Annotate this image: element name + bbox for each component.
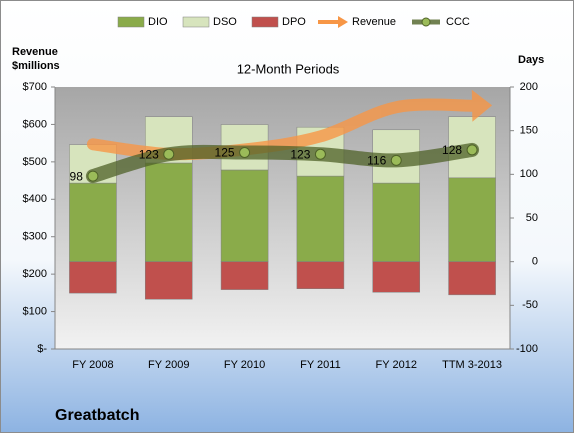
y2-tick-label: -100	[516, 343, 538, 355]
bar	[448, 261, 496, 296]
marker	[390, 154, 402, 166]
legend-swatch	[338, 16, 348, 28]
y2-tick-label: 200	[520, 81, 538, 93]
y-axis-title: Revenue	[12, 46, 58, 58]
legend-label: DSO	[213, 16, 237, 28]
legend-label: DPO	[282, 16, 306, 28]
x-tick-label: FY 2011	[300, 359, 341, 371]
line	[85, 142, 480, 184]
x-tick-label: TTM 3-2013	[442, 359, 502, 371]
marker	[239, 147, 251, 158]
legend-label: Revenue	[352, 16, 396, 28]
bar	[144, 261, 193, 300]
legend-swatch	[117, 16, 145, 28]
data-label: 123	[139, 147, 159, 161]
arrow-head	[471, 89, 493, 122]
y-tick-label: $400	[23, 193, 47, 205]
legend-label: CCC	[446, 16, 470, 28]
y2-tick-label: 0	[532, 256, 538, 268]
legend-swatch	[182, 16, 210, 28]
y-tick-label: $500	[23, 156, 47, 168]
bar	[69, 261, 117, 294]
y-tick-label: $100	[23, 305, 47, 317]
bar	[372, 182, 421, 262]
marker	[87, 170, 99, 182]
legend-swatch	[251, 16, 279, 28]
x-tick-label: FY 2009	[148, 359, 189, 371]
bar	[144, 162, 193, 262]
marker	[163, 148, 175, 160]
legend-label: DIO	[148, 16, 168, 28]
bar	[69, 182, 117, 262]
y-tick-label: $-	[37, 343, 47, 355]
bar	[448, 177, 496, 262]
plot-area	[55, 87, 510, 349]
y-tick-label: $600	[23, 118, 47, 130]
chart-title: Greatbatch	[55, 407, 139, 424]
x-tick-label: FY 2010	[224, 359, 265, 371]
x-tick-label: FY 2008	[72, 359, 113, 371]
y2-axis-title: Days	[518, 54, 544, 66]
y-tick-label: $300	[23, 231, 47, 243]
y-axis-title: $millions	[12, 60, 60, 72]
bar	[220, 261, 269, 290]
y2-tick-label: -50	[522, 299, 538, 311]
bar	[220, 169, 269, 262]
bar	[372, 261, 421, 293]
chart-subtitle: 12-Month Periods	[237, 61, 340, 76]
data-label: 98	[70, 169, 84, 183]
bar	[296, 261, 345, 289]
data-label: 116	[367, 154, 386, 168]
y2-tick-label: 150	[520, 125, 538, 137]
y2-tick-label: 100	[520, 168, 538, 180]
data-label: 128	[442, 143, 462, 157]
x-tick-label: FY 2012	[376, 359, 417, 371]
marker	[466, 144, 478, 156]
y2-tick-label: 50	[526, 212, 538, 224]
legend-swatch	[421, 17, 431, 27]
y-tick-label: $200	[23, 268, 47, 280]
data-label: 123	[290, 147, 310, 161]
marker	[314, 148, 326, 160]
y-tick-label: $700	[23, 81, 47, 93]
bar	[296, 175, 345, 262]
data-label: 125	[215, 146, 235, 160]
